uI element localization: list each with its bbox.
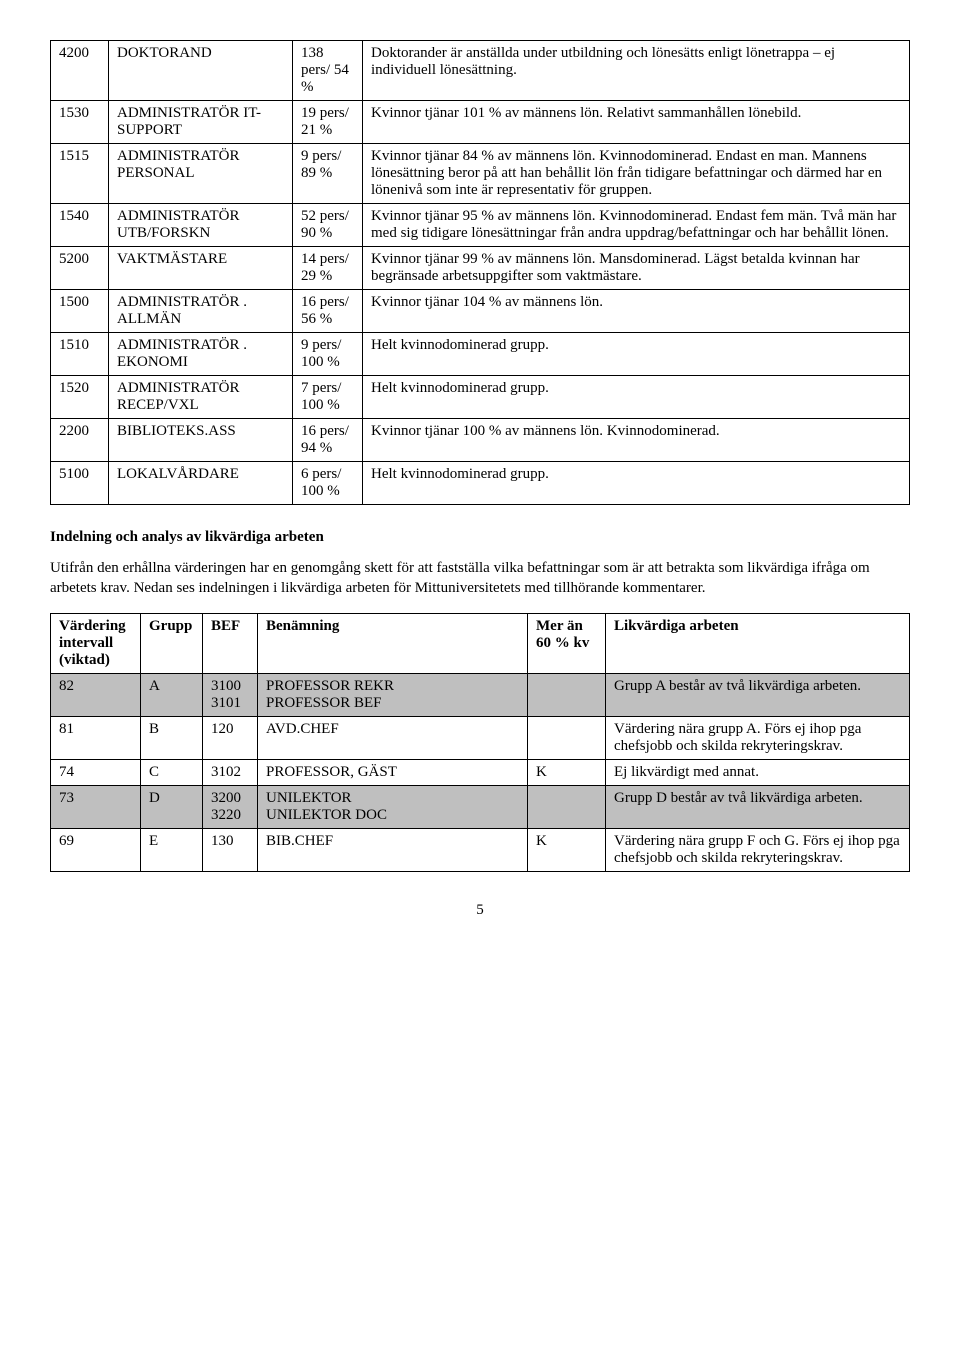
table-row: 2200BIBLIOTEKS.ASS16 pers/ 94 %Kvinnor t… [51,419,910,462]
code-cell: 1540 [51,204,109,247]
kv-cell: K [528,759,606,785]
vardering-cell: 74 [51,759,141,785]
section-heading: Indelning och analys av likvärdiga arbet… [50,529,910,546]
comment-cell: Kvinnor tjänar 84 % av männens lön. Kvin… [363,144,910,204]
bef-cell: 120 [203,716,258,759]
salary-table: 4200DOKTORAND138 pers/ 54 %Doktorander ä… [50,40,910,505]
table-row: 74C3102PROFESSOR, GÄSTKEj likvärdigt med… [51,759,910,785]
vardering-cell: 69 [51,828,141,871]
code-cell: 1515 [51,144,109,204]
title-cell: ADMINISTRATÖR RECEP/VXL [109,376,293,419]
table-row: 73D32003220UNILEKTORUNILEKTOR DOC Grupp D… [51,785,910,828]
valuation-table: Värdering intervall (viktad) Grupp BEF B… [50,613,910,872]
benamning-cell: BIB.CHEF [258,828,528,871]
code-cell: 1500 [51,290,109,333]
comment-cell: Kvinnor tjänar 99 % av männens lön. Mans… [363,247,910,290]
table-row: 82A31003101PROFESSOR REKRPROFESSOR BEF Gr… [51,673,910,716]
stat-cell: 16 pers/ 56 % [293,290,363,333]
table-row: 5200VAKTMÄSTARE14 pers/ 29 %Kvinnor tjän… [51,247,910,290]
title-cell: VAKTMÄSTARE [109,247,293,290]
stat-cell: 9 pers/ 89 % [293,144,363,204]
table-row: 81B120AVD.CHEF Värdering nära grupp A. Fö… [51,716,910,759]
bef-cell: 3102 [203,759,258,785]
stat-cell: 6 pers/ 100 % [293,462,363,505]
title-cell: ADMINISTRATÖR PERSONAL [109,144,293,204]
grupp-cell: C [141,759,203,785]
stat-cell: 52 pers/ 90 % [293,204,363,247]
header-grupp: Grupp [141,613,203,673]
benamning-cell: PROFESSOR REKRPROFESSOR BEF [258,673,528,716]
table-row: 4200DOKTORAND138 pers/ 54 %Doktorander ä… [51,41,910,101]
section-body: Utifrån den erhållna värderingen har en … [50,558,910,599]
kv-cell [528,716,606,759]
title-cell: ADMINISTRATÖR . EKONOMI [109,333,293,376]
comment-cell: Kvinnor tjänar 101 % av männens lön. Rel… [363,101,910,144]
bef-cell: 130 [203,828,258,871]
stat-cell: 7 pers/ 100 % [293,376,363,419]
grupp-cell: B [141,716,203,759]
stat-cell: 14 pers/ 29 % [293,247,363,290]
table-row: 1500ADMINISTRATÖR . ALLMÄN16 pers/ 56 %K… [51,290,910,333]
page-number: 5 [50,902,910,919]
title-cell: ADMINISTRATÖR . ALLMÄN [109,290,293,333]
grupp-cell: E [141,828,203,871]
table-row: 1510ADMINISTRATÖR . EKONOMI9 pers/ 100 %… [51,333,910,376]
code-cell: 1510 [51,333,109,376]
benamning-cell: AVD.CHEF [258,716,528,759]
kv-cell [528,785,606,828]
header-mer-an: Mer än 60 % kv [528,613,606,673]
comment-cell: Kvinnor tjänar 104 % av männens lön. [363,290,910,333]
kv-cell: K [528,828,606,871]
comment-cell: Helt kvinnodominerad grupp. [363,333,910,376]
vardering-cell: 81 [51,716,141,759]
comment-cell: Kvinnor tjänar 100 % av männens lön. Kvi… [363,419,910,462]
bef-cell: 31003101 [203,673,258,716]
likvardiga-cell: Grupp D består av två likvärdiga arbeten… [606,785,910,828]
title-cell: ADMINISTRATÖR IT-SUPPORT [109,101,293,144]
comment-cell: Helt kvinnodominerad grupp. [363,462,910,505]
code-cell: 4200 [51,41,109,101]
likvardiga-cell: Värdering nära grupp F och G. Förs ej ih… [606,828,910,871]
code-cell: 1520 [51,376,109,419]
stat-cell: 9 pers/ 100 % [293,333,363,376]
likvardiga-cell: Grupp A består av två likvärdiga arbeten… [606,673,910,716]
valuation-header-row: Värdering intervall (viktad) Grupp BEF B… [51,613,910,673]
table-row: 1520ADMINISTRATÖR RECEP/VXL7 pers/ 100 %… [51,376,910,419]
likvardiga-cell: Ej likvärdigt med annat. [606,759,910,785]
table-row: 1540ADMINISTRATÖR UTB/FORSKN52 pers/ 90 … [51,204,910,247]
code-cell: 5200 [51,247,109,290]
stat-cell: 16 pers/ 94 % [293,419,363,462]
kv-cell [528,673,606,716]
table-row: 1515ADMINISTRATÖR PERSONAL9 pers/ 89 %Kv… [51,144,910,204]
grupp-cell: A [141,673,203,716]
vardering-cell: 73 [51,785,141,828]
likvardiga-cell: Värdering nära grupp A. Förs ej ihop pga… [606,716,910,759]
comment-cell: Doktorander är anställda under utbildnin… [363,41,910,101]
table-row: 5100LOKALVÅRDARE6 pers/ 100 %Helt kvinno… [51,462,910,505]
code-cell: 2200 [51,419,109,462]
vardering-cell: 82 [51,673,141,716]
header-bef: BEF [203,613,258,673]
benamning-cell: PROFESSOR, GÄST [258,759,528,785]
comment-cell: Helt kvinnodominerad grupp. [363,376,910,419]
table-row: 1530ADMINISTRATÖR IT-SUPPORT19 pers/ 21 … [51,101,910,144]
title-cell: ADMINISTRATÖR UTB/FORSKN [109,204,293,247]
comment-cell: Kvinnor tjänar 95 % av männens lön. Kvin… [363,204,910,247]
bef-cell: 32003220 [203,785,258,828]
title-cell: LOKALVÅRDARE [109,462,293,505]
code-cell: 1530 [51,101,109,144]
title-cell: DOKTORAND [109,41,293,101]
benamning-cell: UNILEKTORUNILEKTOR DOC [258,785,528,828]
code-cell: 5100 [51,462,109,505]
grupp-cell: D [141,785,203,828]
title-cell: BIBLIOTEKS.ASS [109,419,293,462]
table-row: 69E130BIB.CHEFKVärdering nära grupp F oc… [51,828,910,871]
header-vardering: Värdering intervall (viktad) [51,613,141,673]
stat-cell: 19 pers/ 21 % [293,101,363,144]
header-benamning: Benämning [258,613,528,673]
stat-cell: 138 pers/ 54 % [293,41,363,101]
header-likvardiga: Likvärdiga arbeten [606,613,910,673]
